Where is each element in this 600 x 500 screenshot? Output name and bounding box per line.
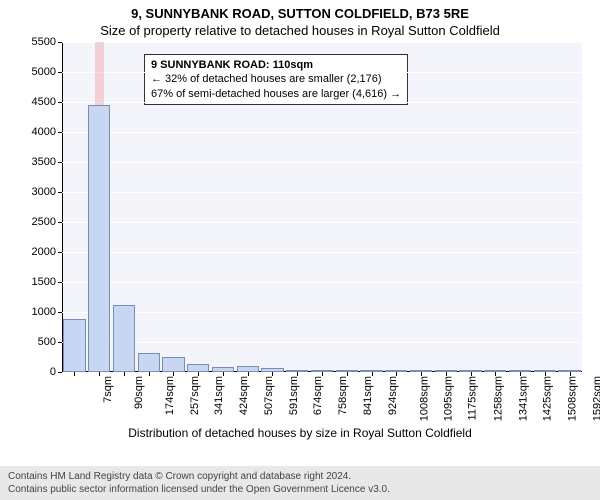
y-tick-label: 4500 [32, 96, 56, 108]
x-tick-label: 90sqm [133, 376, 145, 409]
y-tick-mark [58, 192, 62, 193]
gridline [62, 252, 582, 253]
y-tick-label: 2000 [32, 246, 56, 258]
x-tick-label: 1095sqm [443, 376, 455, 421]
gridline [62, 102, 582, 103]
x-tick-mark [322, 372, 323, 376]
x-tick-label: 1341sqm [517, 376, 529, 421]
y-tick-label: 500 [38, 336, 56, 348]
x-tick-mark [495, 372, 496, 376]
gridline [62, 312, 582, 313]
histogram-bar [63, 319, 85, 372]
footer-line2: Contains public sector information licen… [8, 483, 592, 496]
gridline [62, 162, 582, 163]
x-tick-label: 424sqm [238, 376, 250, 415]
x-tick-label: 674sqm [313, 376, 325, 415]
y-tick-mark [58, 102, 62, 103]
y-tick-mark [58, 312, 62, 313]
y-tick-mark [58, 72, 62, 73]
x-axis-label: Distribution of detached houses by size … [0, 426, 600, 440]
x-tick-mark [347, 372, 348, 376]
y-tick-label: 4000 [32, 126, 56, 138]
x-tick-mark [545, 372, 546, 376]
gridline [62, 282, 582, 283]
gridline [62, 72, 582, 73]
x-tick-label: 1425sqm [542, 376, 554, 421]
y-tick-label: 1500 [32, 276, 56, 288]
y-tick-mark [58, 252, 62, 253]
x-tick-label: 1008sqm [418, 376, 430, 421]
x-tick-mark [297, 372, 298, 376]
x-tick-label: 1592sqm [591, 376, 600, 421]
histogram-bar [162, 357, 184, 372]
page-subtitle: Size of property relative to detached ho… [0, 21, 600, 42]
gridline [62, 132, 582, 133]
y-tick-label: 3000 [32, 186, 56, 198]
y-tick-mark [58, 372, 62, 373]
x-tick-mark [520, 372, 521, 376]
gridline [62, 192, 582, 193]
x-tick-mark [446, 372, 447, 376]
y-tick-label: 5000 [32, 66, 56, 78]
y-tick-label: 3500 [32, 156, 56, 168]
footer-line1: Contains HM Land Registry data © Crown c… [8, 470, 592, 483]
x-tick-mark [198, 372, 199, 376]
x-tick-mark [223, 372, 224, 376]
x-tick-mark [272, 372, 273, 376]
y-tick-mark [58, 282, 62, 283]
histogram-bar [187, 364, 209, 372]
histogram-bar [113, 305, 135, 372]
x-tick-label: 841sqm [362, 376, 374, 415]
y-tick-mark [58, 132, 62, 133]
y-tick-mark [58, 222, 62, 223]
x-tick-mark [421, 372, 422, 376]
x-tick-label: 591sqm [288, 376, 300, 415]
x-tick-mark [149, 372, 150, 376]
x-tick-mark [570, 372, 571, 376]
x-tick-mark [124, 372, 125, 376]
callout-line3: 67% of semi-detached houses are larger (… [151, 87, 401, 101]
callout-line1: 9 SUNNYBANK ROAD: 110sqm [151, 58, 401, 72]
x-tick-mark [372, 372, 373, 376]
x-tick-label: 1508sqm [566, 376, 578, 421]
x-tick-label: 758sqm [337, 376, 349, 415]
y-tick-label: 1000 [32, 306, 56, 318]
histogram-bar [88, 105, 110, 372]
gridline [62, 222, 582, 223]
x-tick-mark [99, 372, 100, 376]
x-tick-mark [471, 372, 472, 376]
x-tick-label: 341sqm [214, 376, 226, 415]
callout-box: 9 SUNNYBANK ROAD: 110sqm ← 32% of detach… [144, 54, 408, 105]
x-tick-label: 7sqm [102, 376, 114, 403]
attribution-footer: Contains HM Land Registry data © Crown c… [0, 466, 600, 500]
y-tick-mark [58, 162, 62, 163]
x-tick-mark [396, 372, 397, 376]
x-tick-label: 507sqm [263, 376, 275, 415]
x-tick-label: 257sqm [189, 376, 201, 415]
x-tick-label: 924sqm [387, 376, 399, 415]
x-tick-label: 1258sqm [492, 376, 504, 421]
plot-region: 9 SUNNYBANK ROAD: 110sqm ← 32% of detach… [62, 42, 582, 372]
y-tick-label: 5500 [32, 36, 56, 48]
x-tick-mark [173, 372, 174, 376]
x-tick-label: 174sqm [164, 376, 176, 415]
page-title: 9, SUNNYBANK ROAD, SUTTON COLDFIELD, B73… [0, 0, 600, 21]
histogram-bar [138, 353, 160, 372]
x-tick-mark [248, 372, 249, 376]
gridline [62, 342, 582, 343]
x-tick-mark [74, 372, 75, 376]
chart-area: Number of detached properties 9 SUNNYBAN… [0, 42, 600, 442]
y-tick-mark [58, 342, 62, 343]
callout-line2: ← 32% of detached houses are smaller (2,… [151, 72, 401, 86]
y-tick-label: 2500 [32, 216, 56, 228]
gridline [62, 42, 582, 43]
y-tick-mark [58, 42, 62, 43]
y-tick-label: 0 [50, 366, 56, 378]
x-tick-label: 1175sqm [466, 376, 478, 420]
